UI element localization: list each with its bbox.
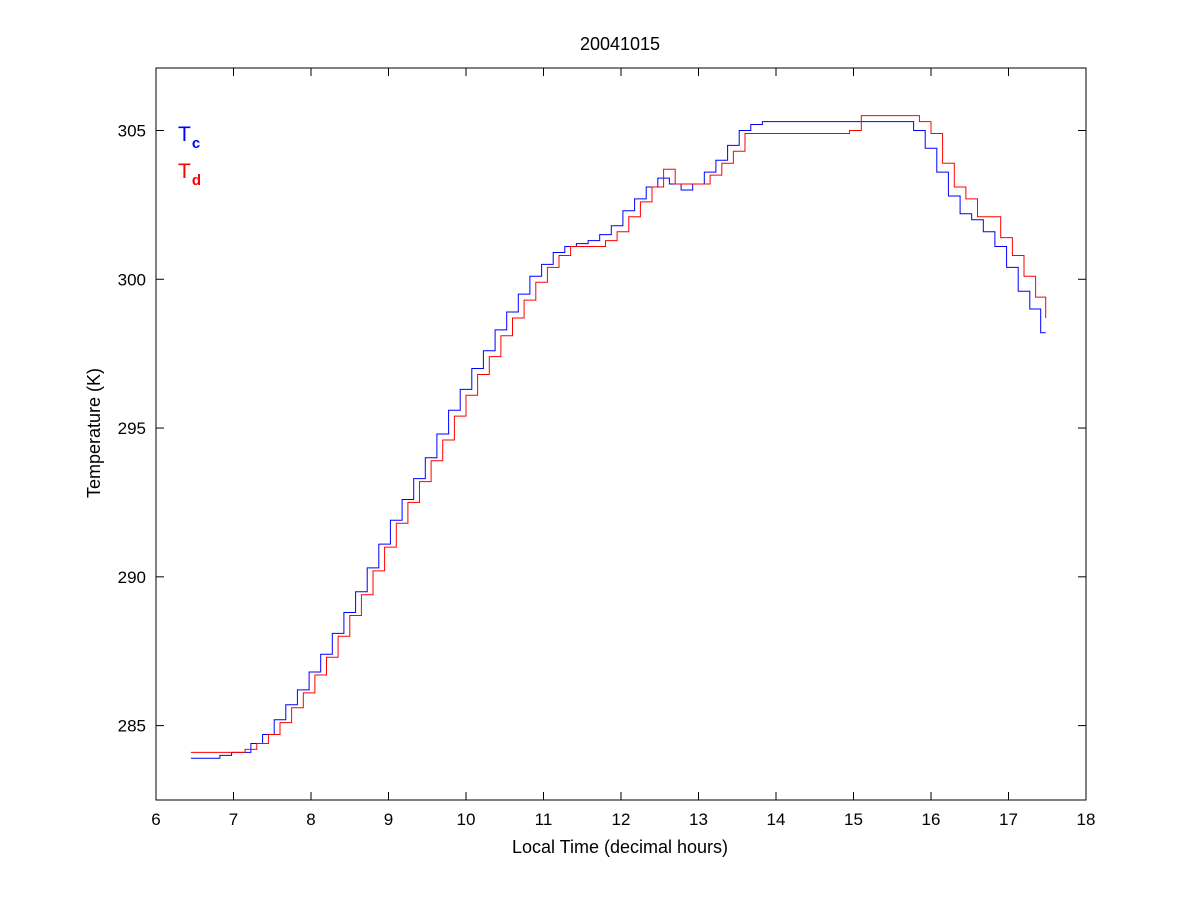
- series-line-td: [190, 115, 1047, 753]
- x-tick-label: 8: [306, 810, 315, 829]
- x-tick-label: 16: [922, 810, 941, 829]
- y-tick-label: 290: [118, 568, 146, 587]
- legend-td-sub: d: [192, 172, 201, 189]
- y-tick-label: 295: [118, 419, 146, 438]
- x-tick-label: 11: [535, 810, 553, 829]
- x-tick-label: 7: [229, 810, 238, 829]
- x-tick-label: 10: [457, 810, 476, 829]
- legend: Tc Td: [178, 123, 201, 189]
- x-axis-label: Local Time (decimal hours): [512, 837, 728, 857]
- x-tick-label: 13: [689, 810, 708, 829]
- x-tick-label: 9: [384, 810, 393, 829]
- legend-entry-td: Td: [178, 160, 201, 189]
- legend-tc-sub: c: [192, 135, 200, 152]
- x-tick-label: 17: [999, 810, 1018, 829]
- legend-entry-tc: Tc: [178, 123, 200, 152]
- ticks-layer: 6 7 8 9 10 11 12 13 14 15 16 17 18 285 290 295 300 305: [118, 68, 1096, 829]
- x-tick-label: 15: [844, 810, 863, 829]
- series-line-tc: [190, 121, 1046, 759]
- x-tick-label: 12: [612, 810, 631, 829]
- chart-title: 20041015: [580, 34, 660, 54]
- x-tick-label: 18: [1077, 810, 1096, 829]
- legend-tc-main: T: [178, 123, 191, 146]
- y-tick-label: 305: [118, 121, 146, 140]
- y-tick-label: 285: [118, 717, 146, 736]
- x-tick-label: 14: [767, 810, 786, 829]
- x-tick-label: 6: [151, 810, 160, 829]
- legend-td-main: T: [178, 160, 191, 183]
- y-axis-label: Temperature (K): [84, 368, 104, 498]
- y-tick-label: 300: [118, 270, 146, 289]
- series-layer: [190, 115, 1047, 759]
